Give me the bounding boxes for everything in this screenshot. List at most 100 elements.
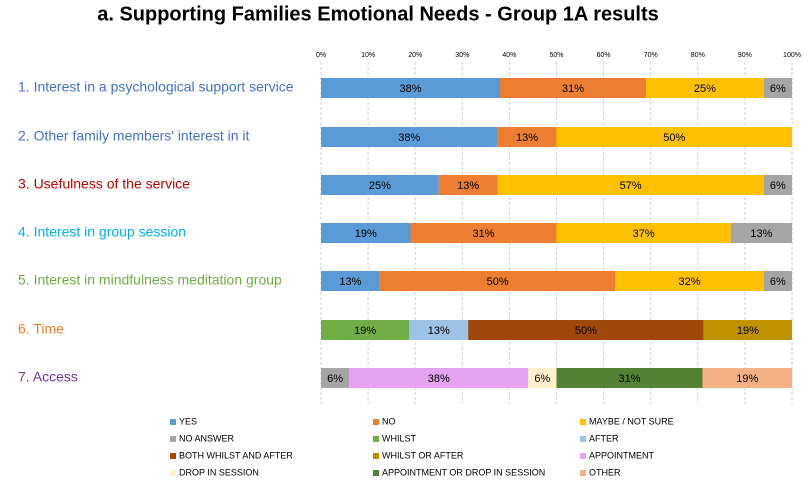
bar-segment — [645, 78, 764, 98]
legend-label: APPOINTMENT — [589, 450, 655, 460]
bar-segment — [321, 271, 380, 291]
bar-segment — [615, 271, 764, 291]
x-tick-label: 40% — [502, 52, 516, 59]
data-label: 13% — [339, 276, 361, 288]
bar-segment — [497, 127, 557, 147]
legend-label: NO — [382, 416, 396, 426]
bar-segment — [763, 271, 792, 291]
data-label: 19% — [354, 325, 376, 337]
data-label: 31% — [472, 228, 494, 240]
bar-segment — [321, 223, 411, 243]
data-label: 25% — [369, 180, 391, 192]
x-tick-label: 100% — [783, 52, 801, 59]
category-label: 1. Interest in a psychological support s… — [18, 79, 294, 95]
data-label: 6% — [770, 83, 786, 95]
legend-label: MAYBE / NOT SURE — [589, 416, 674, 426]
data-label: 19% — [736, 373, 758, 385]
data-label: 6% — [534, 373, 550, 385]
data-label: 31% — [618, 373, 640, 385]
legend-label: WHILST — [382, 433, 417, 443]
category-label: 7. Access — [18, 369, 78, 385]
data-label: 38% — [398, 132, 420, 144]
legend-swatch — [580, 453, 586, 459]
legend-swatch — [170, 436, 176, 442]
legend-swatch — [373, 419, 379, 425]
bar-segment — [321, 320, 410, 340]
legend-swatch — [580, 470, 586, 476]
x-tick-label: 70% — [644, 52, 658, 59]
data-label: 38% — [399, 83, 421, 95]
chart-title: a. Supporting Families Emotional Needs -… — [97, 3, 659, 25]
data-label: 13% — [457, 180, 479, 192]
legend-swatch — [170, 470, 176, 476]
legend-label: BOTH WHILST AND AFTER — [179, 450, 293, 460]
category-label: 3. Usefulness of the service — [18, 176, 190, 192]
legend-label: DROP IN SESSION — [179, 467, 259, 477]
bar-segment — [321, 175, 439, 195]
data-label: 50% — [575, 325, 597, 337]
legend-label: AFTER — [589, 433, 619, 443]
bar-segment — [321, 78, 500, 98]
bar-segment — [763, 175, 792, 195]
data-label: 31% — [562, 83, 584, 95]
data-label: 25% — [694, 83, 716, 95]
bar-segment — [763, 78, 792, 98]
legend-swatch — [170, 419, 176, 425]
bar-segment — [321, 127, 498, 147]
legend-swatch — [170, 453, 176, 459]
bar-segment — [321, 368, 350, 388]
data-label: 6% — [770, 276, 786, 288]
data-label: 6% — [327, 373, 343, 385]
bar-segment — [556, 368, 703, 388]
category-label: 4. Interest in group session — [18, 224, 186, 240]
bar-segment — [409, 320, 469, 340]
category-label: 6. Time — [18, 321, 64, 337]
category-label: 5. Interest in mindfulness meditation gr… — [18, 272, 282, 288]
legend-label: YES — [179, 416, 197, 426]
legend-label: OTHER — [589, 467, 621, 477]
data-label: 6% — [770, 180, 786, 192]
legend-swatch — [373, 470, 379, 476]
data-label: 50% — [663, 132, 685, 144]
x-tick-label: 60% — [597, 52, 611, 59]
legend-swatch — [373, 436, 379, 442]
bar-segment — [499, 78, 646, 98]
data-label: 50% — [487, 276, 509, 288]
data-label: 32% — [679, 276, 701, 288]
bar-segment — [556, 127, 792, 147]
x-tick-label: 10% — [361, 52, 375, 59]
bar-segment — [410, 223, 557, 243]
bar-segment — [349, 368, 529, 388]
legend-swatch — [373, 453, 379, 459]
category-label: 2. Other family members' interest in it — [18, 128, 250, 144]
bar-segment — [468, 320, 704, 340]
x-tick-label: 30% — [455, 52, 469, 59]
data-label: 13% — [428, 325, 450, 337]
bar-segment — [703, 320, 792, 340]
bar-segment — [438, 175, 498, 195]
data-label: 57% — [620, 180, 642, 192]
x-tick-label: 50% — [549, 52, 563, 59]
legend-label: NO ANSWER — [179, 433, 235, 443]
legend-swatch — [580, 419, 586, 425]
data-label: 19% — [355, 228, 377, 240]
bar-segment — [528, 368, 557, 388]
data-label: 37% — [633, 228, 655, 240]
bar-segment — [497, 175, 764, 195]
x-tick-label: 80% — [691, 52, 705, 59]
bar-segment — [379, 271, 616, 291]
data-label: 38% — [428, 373, 450, 385]
legend-label: APPOINTMENT OR DROP IN SESSION — [382, 467, 545, 477]
data-label: 13% — [750, 228, 772, 240]
x-tick-label: 20% — [408, 52, 422, 59]
bar-segment — [702, 368, 792, 388]
data-label: 13% — [516, 132, 538, 144]
bar-segment — [556, 223, 731, 243]
x-tick-label: 0% — [316, 52, 326, 59]
x-tick-label: 90% — [738, 52, 752, 59]
bar-segment — [730, 223, 792, 243]
legend-label: WHILST OR AFTER — [382, 450, 464, 460]
data-label: 19% — [737, 325, 759, 337]
legend-swatch — [580, 436, 586, 442]
